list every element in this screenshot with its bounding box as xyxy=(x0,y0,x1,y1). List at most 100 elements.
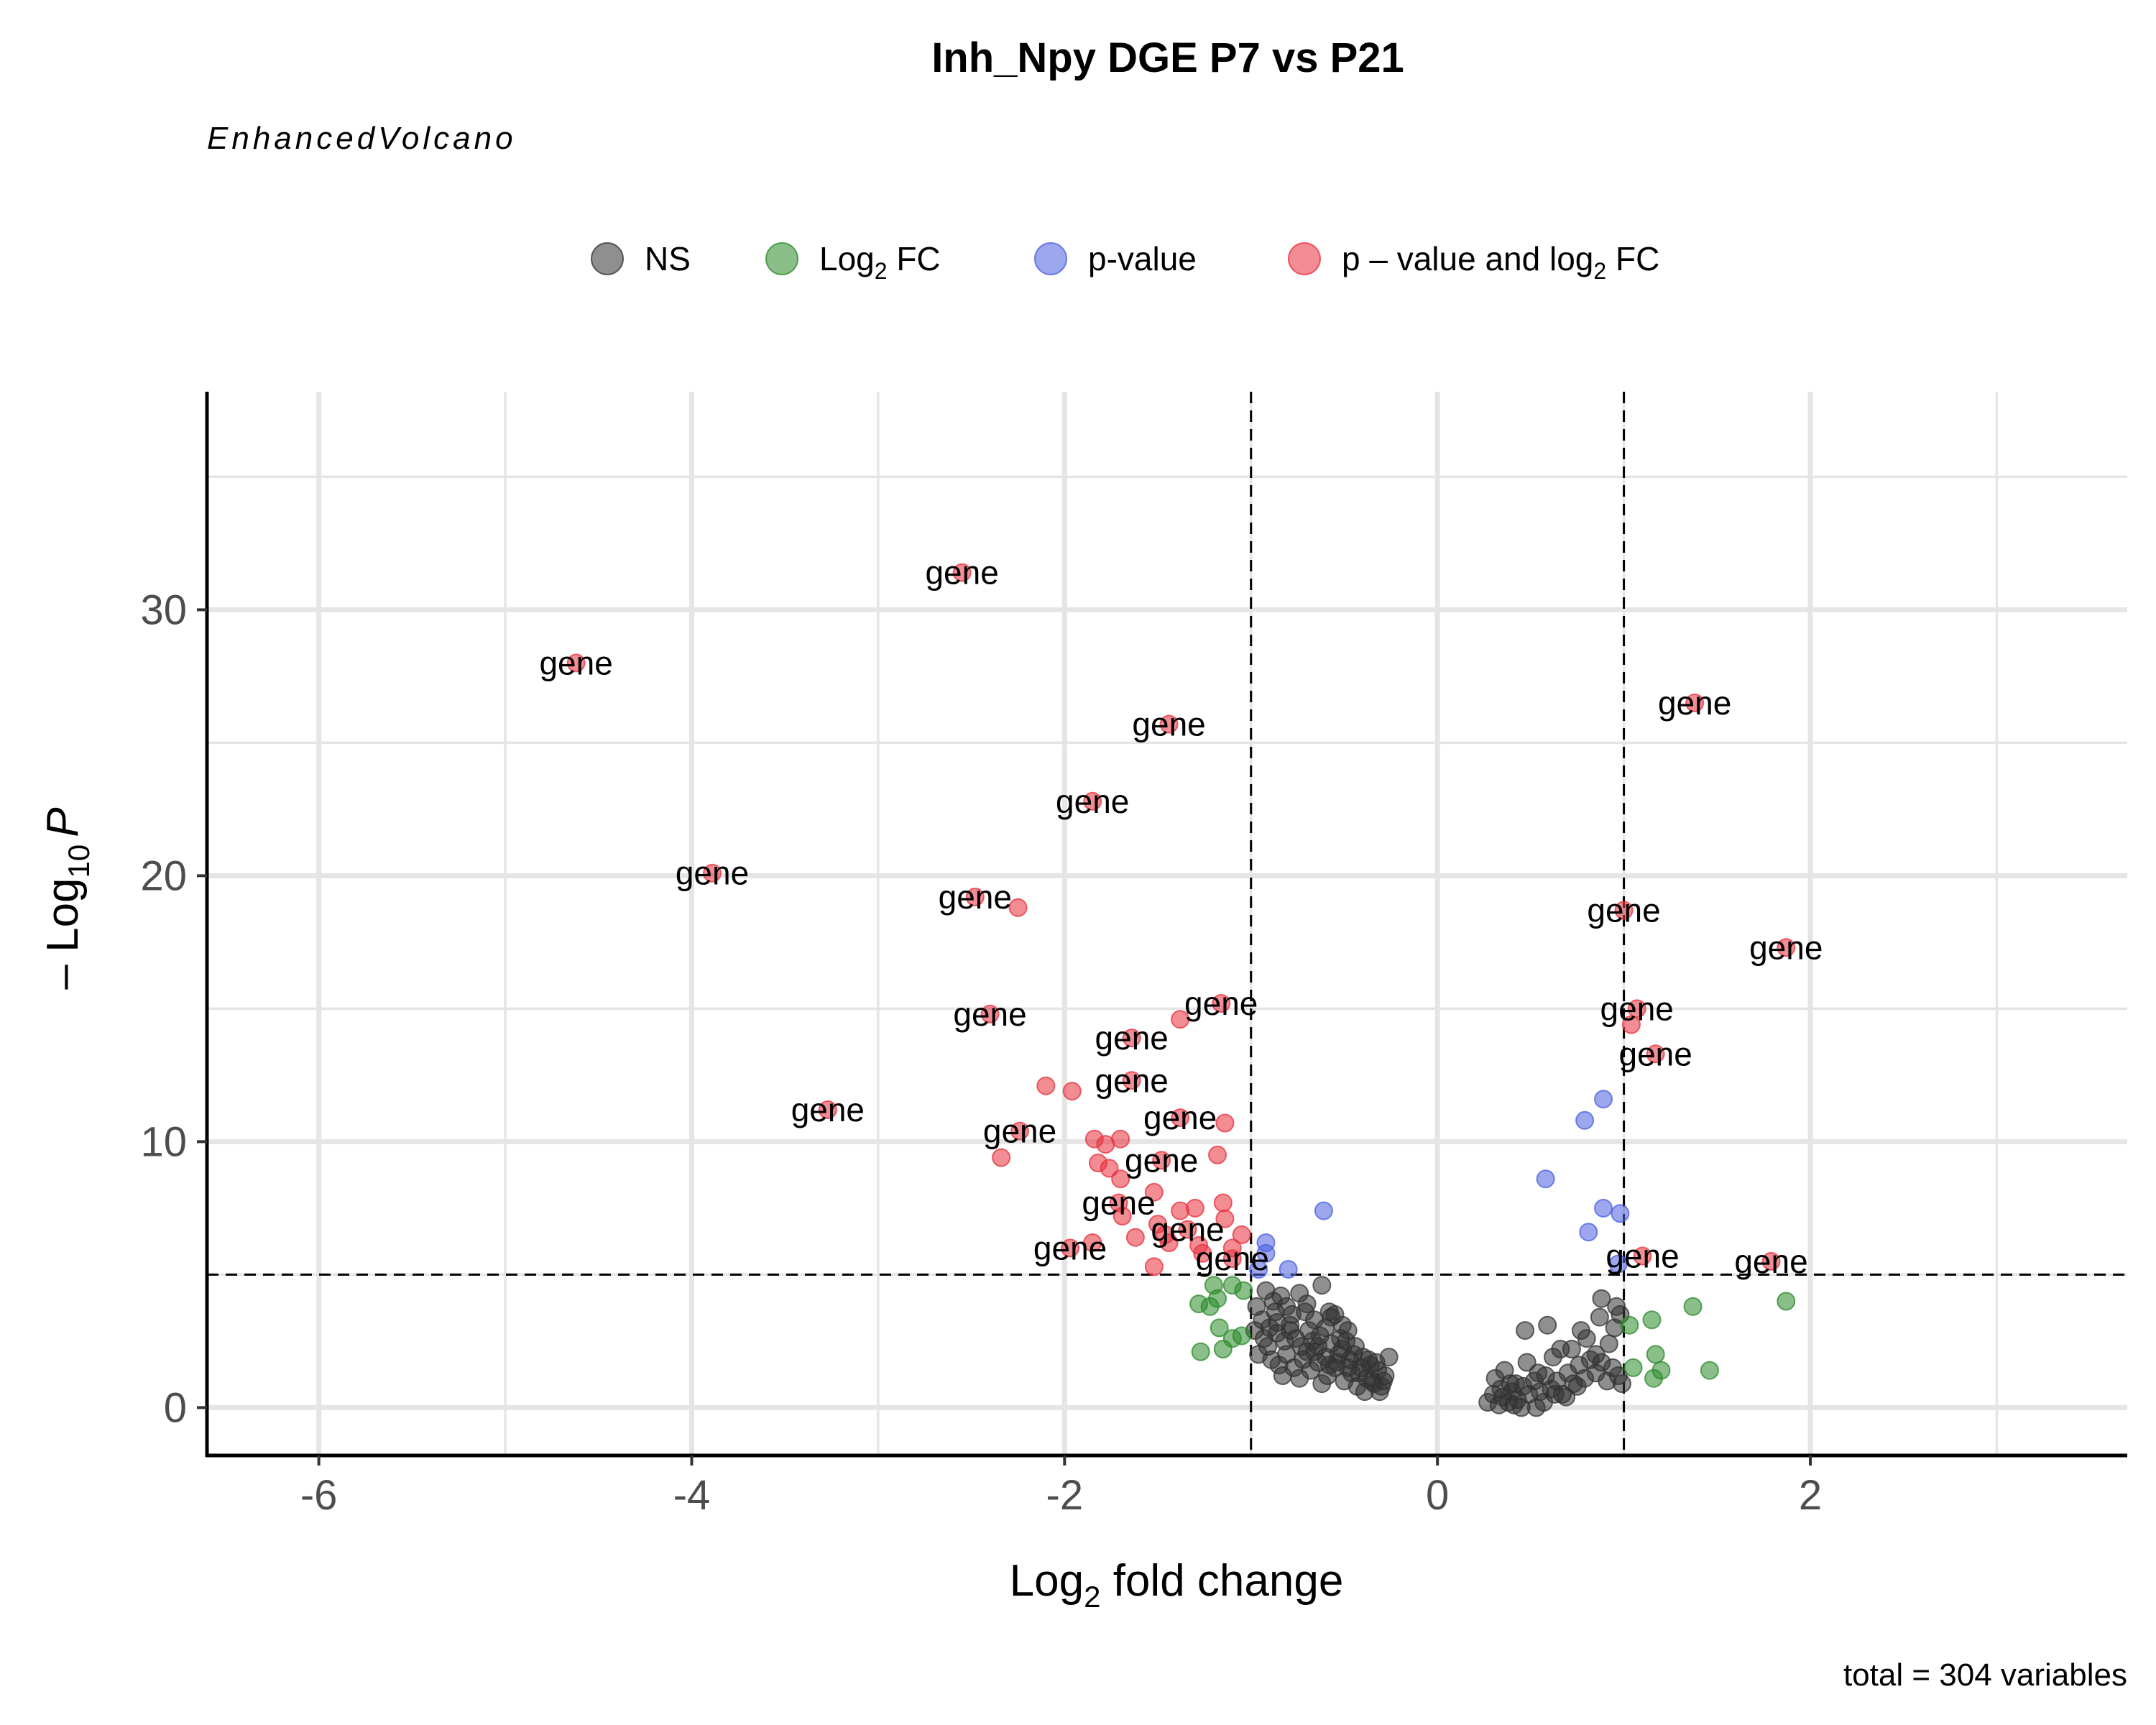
x-axis-title-sub: 2 xyxy=(1084,1580,1100,1614)
gene-label: gene xyxy=(1749,929,1823,966)
x-tick-label: -6 xyxy=(300,1472,338,1519)
gene-label: gene xyxy=(1151,1211,1224,1248)
data-point-fc xyxy=(1213,1340,1233,1358)
data-point-ns xyxy=(1599,1334,1618,1353)
gene-label: gene xyxy=(1734,1243,1807,1280)
data-point-ns xyxy=(1501,1374,1520,1394)
data-point-ns xyxy=(1366,1353,1386,1372)
y-axis-title-italic: P xyxy=(38,807,88,837)
y-axis-title: – Log10 P xyxy=(38,807,96,989)
data-point-fc-p xyxy=(1125,1228,1145,1247)
data-point-fc-p xyxy=(1111,1169,1130,1189)
data-point-ns xyxy=(1607,1297,1626,1316)
data-point-ns xyxy=(1538,1315,1557,1335)
gene-label: gene xyxy=(1587,892,1660,929)
data-point-fc-p xyxy=(1621,1015,1641,1034)
data-point-fc-p xyxy=(1122,1071,1141,1090)
data-point-ns xyxy=(1571,1321,1590,1340)
data-point-ns xyxy=(1586,1345,1606,1364)
data-point-fc-p xyxy=(1215,1113,1235,1133)
data-point-fc-p xyxy=(818,1100,837,1119)
legend-label: p-value xyxy=(1088,240,1197,277)
data-point-ns xyxy=(1319,1356,1339,1375)
data-point-p xyxy=(1594,1090,1613,1109)
data-point-fc-p xyxy=(1159,714,1179,734)
data-point-ns xyxy=(1322,1307,1341,1327)
gene-labels: genegenegenegenegenegenegenegenegenegene… xyxy=(539,554,1823,1280)
data-point-ns xyxy=(1312,1374,1332,1394)
data-point-ns xyxy=(1290,1368,1309,1388)
data-point-ns xyxy=(1567,1376,1587,1396)
data-point-fc-p xyxy=(1010,1121,1030,1141)
data-point-ns xyxy=(1590,1307,1609,1327)
data-point-fc xyxy=(1210,1318,1229,1338)
gene-label: gene xyxy=(1143,1099,1217,1136)
data-point-ns xyxy=(1258,1337,1278,1356)
y-tick-label: 10 xyxy=(140,1118,187,1165)
legend-label: NS xyxy=(645,240,691,277)
data-point-fc-p xyxy=(1213,1193,1233,1213)
gene-label: gene xyxy=(1082,1184,1155,1222)
data-point-fc xyxy=(1642,1310,1662,1330)
legend-marker-ns xyxy=(591,242,624,275)
data-points xyxy=(566,563,1796,1417)
data-point-fc xyxy=(1189,1294,1209,1314)
data-point-ns xyxy=(1551,1340,1570,1358)
gene-label: gene xyxy=(1606,1238,1679,1275)
data-point-p xyxy=(1594,1198,1613,1218)
data-point-ns xyxy=(1612,1374,1631,1394)
gene-label: gene xyxy=(1033,1229,1107,1266)
data-point-fc-p xyxy=(1171,1108,1190,1128)
data-point-fc-p xyxy=(1777,938,1796,957)
data-point-ns xyxy=(1295,1302,1314,1322)
data-point-fc-p xyxy=(1208,1145,1227,1164)
data-point-fc-p xyxy=(1761,1251,1781,1271)
data-point-fc-p xyxy=(1062,1082,1082,1101)
legend-marker-p xyxy=(1034,242,1067,275)
data-point-ns xyxy=(1309,1337,1328,1356)
y-tick-label: 20 xyxy=(140,852,187,899)
y-tick-label: 0 xyxy=(164,1384,187,1431)
data-point-p xyxy=(1536,1169,1555,1189)
data-point-fc-p xyxy=(1111,1129,1130,1149)
data-point-ns xyxy=(1247,1297,1266,1316)
x-axis-title: Log2 fold change xyxy=(1010,1556,1344,1614)
data-point-fc-p xyxy=(566,653,586,673)
gene-label: gene xyxy=(1056,783,1129,820)
data-point-fc-p xyxy=(1008,898,1028,917)
gene-label: gene xyxy=(676,855,749,892)
data-point-fc-p xyxy=(1152,1151,1171,1170)
data-point-p xyxy=(1611,1204,1630,1223)
gene-label: gene xyxy=(1132,706,1205,743)
data-point-fc-p xyxy=(703,863,722,883)
data-point-fc-p xyxy=(1083,1233,1102,1252)
data-point-fc-p xyxy=(1212,994,1231,1013)
gene-label: gene xyxy=(939,878,1012,916)
data-point-fc-p xyxy=(1122,1029,1141,1048)
x-tick-label: -2 xyxy=(1046,1472,1084,1519)
data-point-fc xyxy=(1683,1297,1703,1316)
x-tick-label: 2 xyxy=(1799,1472,1822,1519)
data-point-p xyxy=(1608,1254,1628,1274)
legend-label: Log2 FC xyxy=(819,240,941,284)
data-point-ns xyxy=(1592,1289,1611,1308)
data-point-fc-p xyxy=(1222,1249,1242,1269)
gene-label: gene xyxy=(539,644,612,681)
x-tick-label: -4 xyxy=(673,1472,711,1519)
data-point-fc-p xyxy=(1685,693,1705,712)
data-point-ns xyxy=(1337,1331,1356,1351)
gene-label: gene xyxy=(1600,990,1674,1027)
data-point-p xyxy=(1249,1260,1268,1279)
gene-label: gene xyxy=(953,995,1026,1033)
data-point-fc xyxy=(1644,1368,1664,1388)
data-point-fc xyxy=(1620,1315,1639,1335)
data-point-fc-p xyxy=(1646,1044,1665,1064)
data-point-p xyxy=(1279,1260,1298,1279)
data-point-fc-p xyxy=(965,888,985,906)
legend-label: p – value and log2 FC xyxy=(1342,240,1659,284)
data-point-fc xyxy=(1646,1345,1665,1364)
cutoff-lines xyxy=(207,392,2127,1455)
data-point-fc-p xyxy=(1614,901,1634,920)
